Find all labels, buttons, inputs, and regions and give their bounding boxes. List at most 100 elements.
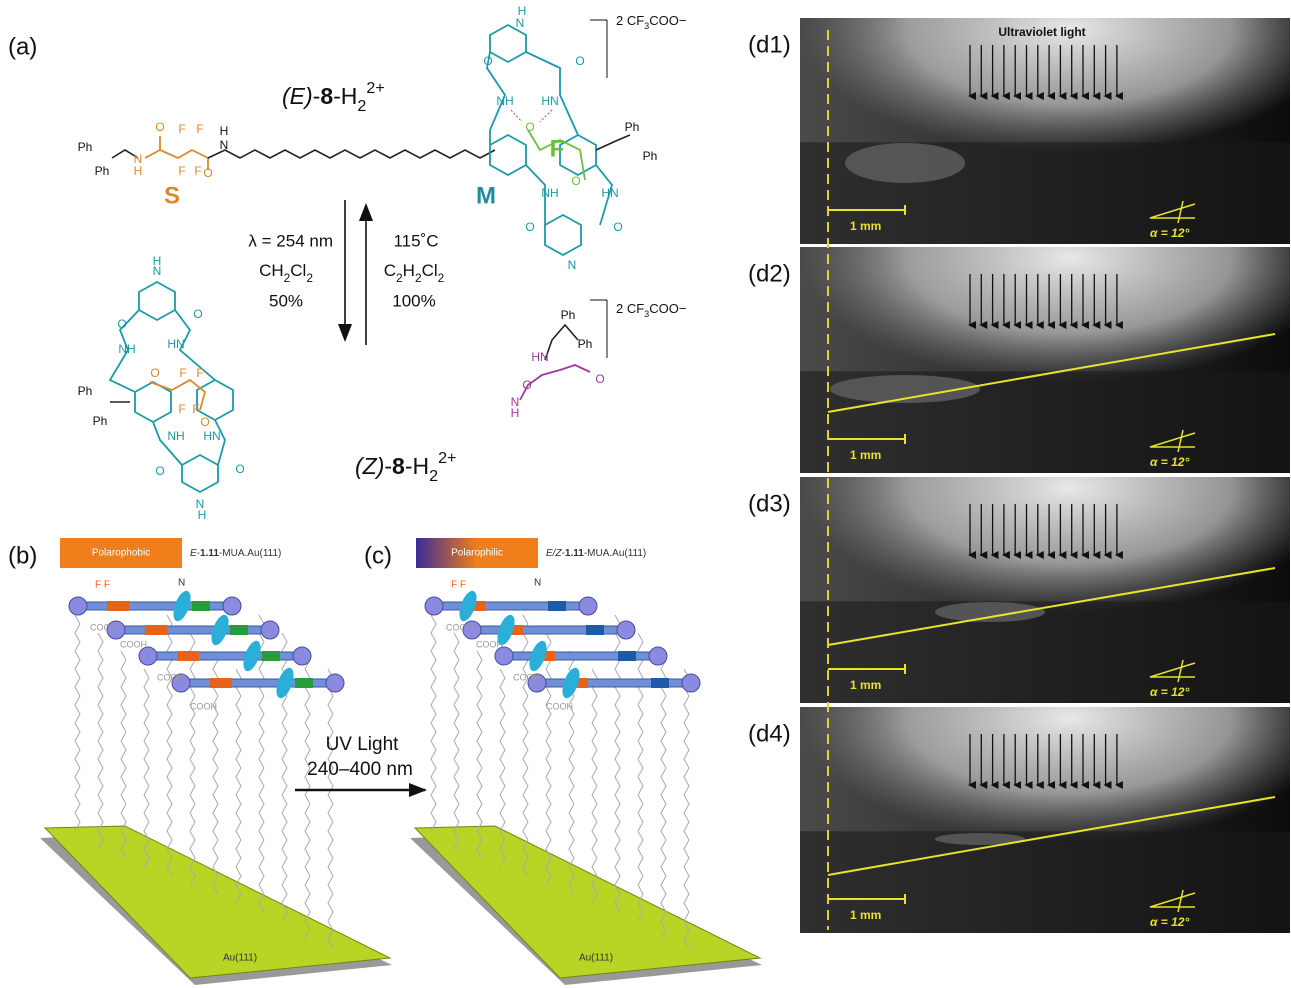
text-part: -H <box>405 453 429 479</box>
alkyl-chain <box>305 651 310 939</box>
panel-label: (a) <box>8 33 37 60</box>
atom-label: O <box>575 54 584 68</box>
atom-label: O <box>150 366 159 380</box>
angle-label: α = 12° <box>1150 915 1189 929</box>
alkyl-chain <box>236 669 241 903</box>
alkyl-chain <box>638 633 643 921</box>
photo-frame <box>800 477 1290 703</box>
photo-frame <box>800 707 1290 933</box>
photos <box>800 18 1290 933</box>
station <box>295 678 313 688</box>
text-part: 2 <box>357 97 366 115</box>
solvent: CH2Cl2 <box>259 261 313 285</box>
fragment-label: S <box>164 182 180 209</box>
wavelength: λ = 254 nm <box>248 231 333 250</box>
photo-frame <box>800 247 1290 473</box>
panel-label: (d2) <box>748 260 791 287</box>
arrow-label: 240–400 nm <box>307 759 413 780</box>
atom-label: O <box>595 372 604 386</box>
atom-label: F <box>194 164 201 178</box>
atom-label: O <box>483 54 492 68</box>
small-label: F F <box>451 580 466 591</box>
text-part: -H <box>333 83 357 109</box>
atom-label: Ph <box>643 149 658 163</box>
stopper <box>293 647 311 665</box>
station <box>107 601 129 611</box>
atom-label: H <box>134 164 143 178</box>
atom-label: HN <box>203 429 220 443</box>
text-part: - <box>313 83 321 109</box>
atom-label: HN <box>601 186 618 200</box>
atom-label: N <box>568 258 577 272</box>
fragment-label: F <box>550 135 565 162</box>
atom-label: O <box>155 464 164 478</box>
text-part: 8 <box>320 83 333 109</box>
atom-label: NH <box>541 186 558 200</box>
tag-label: Polarophilic <box>451 548 503 559</box>
alkyl-chain <box>190 633 195 885</box>
panel-label: (d1) <box>748 31 791 58</box>
panel-label: (b) <box>8 542 37 569</box>
text-part: E/Z <box>546 548 562 559</box>
atom-label: F <box>196 122 203 136</box>
scale-label: 1 mm <box>850 219 881 233</box>
text-part: 8 <box>392 453 405 479</box>
atom-label: O <box>193 307 202 321</box>
atom-label: Ph <box>578 337 593 351</box>
atom-label: O <box>522 378 531 392</box>
atom-label: O <box>571 174 580 188</box>
alkyl-chain <box>328 669 333 948</box>
panel-label: (c) <box>364 542 392 569</box>
text-part: − <box>679 301 687 316</box>
angle-label: α = 12° <box>1150 685 1189 699</box>
figure: (a)(E)-8-H22+(Z)-8-H22+2 CF3COO−2 CF3COO… <box>0 0 1291 988</box>
substrate-label: Au(111) <box>223 953 257 964</box>
text-part: -MUA.Au(111) <box>219 548 281 559</box>
small-label: COOH <box>446 622 473 632</box>
caption: E-1.11-MUA.Au(111) <box>190 548 281 559</box>
alkyl-chain <box>592 669 597 903</box>
small-label: N <box>178 578 185 589</box>
text-part: H <box>403 261 415 280</box>
photo-header: Ultraviolet light <box>998 25 1085 39</box>
text-part: COO <box>649 13 679 28</box>
photo-frame <box>800 18 1290 244</box>
station <box>177 651 199 661</box>
station <box>192 601 210 611</box>
stopper <box>682 674 700 692</box>
equilibrium-arrows <box>345 200 366 345</box>
atom-label: Ph <box>78 140 93 154</box>
text-part: (E) <box>282 83 313 109</box>
alkyl-chain <box>454 633 459 849</box>
text-part: (Z) <box>355 453 384 479</box>
arrow-label: UV Light <box>326 734 400 755</box>
atom-label: HN <box>531 350 548 364</box>
droplet <box>845 143 965 183</box>
caption: E/Z-1.11-MUA.Au(111) <box>546 548 646 559</box>
scale-label: 1 mm <box>850 678 881 692</box>
text-part: CH <box>259 261 284 280</box>
stopper <box>69 597 87 615</box>
alkyl-chain <box>431 615 436 831</box>
stopper <box>139 647 157 665</box>
counter-ion: 2 CF3COO− <box>616 13 686 31</box>
text-part: 2 <box>429 467 438 485</box>
stopper <box>223 597 241 615</box>
text-part: − <box>679 13 687 28</box>
scale-label: 1 mm <box>850 448 881 462</box>
stopper <box>579 597 597 615</box>
text-part: 2 <box>438 271 445 285</box>
station <box>586 625 604 635</box>
atom-label: F <box>178 122 185 136</box>
small-label: F F <box>95 580 110 591</box>
atom-label: NH <box>118 342 135 356</box>
droplet <box>935 602 1045 622</box>
stopper <box>261 621 279 639</box>
text-part: 2 <box>306 271 313 285</box>
text-part: C <box>384 261 396 280</box>
atom-label: H <box>220 124 229 138</box>
alkyl-chain <box>75 615 80 831</box>
atom-label: O <box>525 120 534 134</box>
isomer-name: (Z)-8-H22+ <box>355 449 456 485</box>
atom-label: O <box>203 166 212 180</box>
